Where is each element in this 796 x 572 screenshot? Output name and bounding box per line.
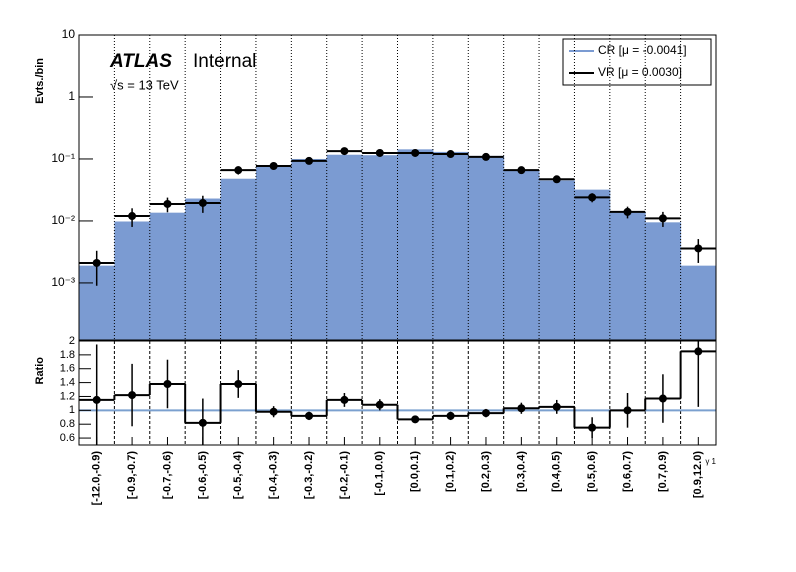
legend-label: CR [μ = -0.0041] — [598, 43, 687, 57]
bar — [680, 265, 716, 340]
point — [623, 207, 632, 216]
status-label: Internal — [193, 51, 256, 72]
y-tick-label: 1.4 — [60, 377, 75, 389]
x-tick-label: [0.6,0.7) — [621, 451, 633, 492]
bar — [574, 189, 611, 340]
point — [198, 198, 207, 207]
point — [163, 379, 172, 388]
bar — [432, 151, 469, 340]
point — [198, 418, 207, 427]
point — [92, 395, 101, 404]
point — [552, 402, 561, 411]
frame — [78, 340, 717, 446]
bar — [149, 212, 186, 340]
x-tick-label: [-0.7,-0.6) — [161, 451, 173, 500]
x-tick-label: [-0.2,-0.1) — [338, 451, 350, 500]
point — [658, 394, 667, 403]
x-tick-label: [-0.9,-0.7) — [126, 451, 138, 500]
x-axis-label: γ 1 — [705, 457, 716, 466]
legend-box — [562, 38, 712, 86]
x-tick-label: [0.7,0.9) — [657, 451, 669, 492]
x-tick-label: [0.4,0.5) — [551, 451, 563, 492]
bar — [185, 198, 222, 340]
point — [411, 415, 420, 424]
y-axis-label: Evts./bin — [34, 58, 46, 104]
y-axis-label: Ratio — [34, 357, 46, 385]
x-tick-label: [-0.6,-0.5) — [197, 451, 209, 500]
point — [305, 156, 314, 165]
legend: CR [μ = -0.0041] VR [μ = 0.0030] — [562, 38, 712, 86]
y-tick-label: 10⁻¹ — [51, 151, 75, 165]
point — [375, 400, 384, 409]
bar — [291, 158, 328, 340]
bar — [362, 155, 398, 340]
x-tick-label: [0.0,0.1) — [409, 451, 421, 492]
plot-area — [79, 341, 716, 445]
bar — [397, 149, 434, 340]
y-tick-label: 10 — [62, 27, 76, 41]
x-tick-label: [-12.0,-0.9) — [91, 451, 103, 506]
x-tick-label: [-0.1,0.0) — [374, 451, 386, 496]
experiment-label: ATLAS — [109, 51, 172, 72]
point — [694, 347, 703, 356]
point — [375, 148, 384, 157]
y-tick-label: 0.6 — [60, 432, 75, 444]
bar — [539, 180, 575, 340]
x-tick-label: [0.1,0.2) — [444, 451, 456, 492]
x-tick-label: [-0.3,-0.2) — [303, 451, 315, 500]
point — [588, 193, 597, 202]
x-tick-label: [0.2,0.3) — [480, 451, 492, 492]
point — [517, 166, 526, 175]
bar — [255, 165, 292, 340]
y-tick-label: 1.2 — [60, 390, 75, 402]
point — [128, 391, 137, 400]
point — [163, 199, 172, 208]
point — [446, 150, 455, 159]
y-tick-label: 1.6 — [60, 363, 75, 375]
bar — [220, 178, 257, 340]
point — [269, 161, 278, 170]
y-tick-label: 1.8 — [60, 349, 75, 361]
point — [340, 395, 349, 404]
point — [305, 411, 314, 420]
point — [234, 166, 243, 175]
y-tick-label: 10⁻³ — [51, 275, 75, 289]
y-tick-label: 2 — [69, 335, 75, 347]
x-tick-label: [0.9,12.0) — [692, 451, 704, 498]
point — [481, 409, 490, 418]
bar — [609, 211, 646, 340]
bar — [503, 170, 540, 340]
point — [658, 214, 667, 223]
point — [128, 212, 137, 221]
y-tick-label: 0.8 — [60, 418, 75, 430]
y-tick-label: 10⁻² — [51, 213, 75, 227]
point — [623, 406, 632, 415]
point — [694, 244, 703, 253]
point — [269, 407, 278, 416]
point — [446, 411, 455, 420]
y-tick-label: 1 — [69, 404, 75, 416]
point — [517, 404, 526, 413]
bar — [645, 222, 682, 340]
point — [552, 175, 561, 184]
plot-area — [79, 35, 716, 340]
x-tick-label: [-0.4,-0.3) — [268, 451, 280, 500]
frame — [78, 34, 717, 341]
point — [340, 147, 349, 156]
legend-label: VR [μ = 0.0030] — [598, 65, 682, 79]
point — [234, 379, 243, 388]
point — [411, 148, 420, 157]
bar — [326, 154, 363, 340]
x-tick-label: [0.3,0.4) — [515, 451, 527, 492]
point — [92, 258, 101, 267]
point — [588, 423, 597, 432]
bar — [468, 155, 505, 340]
x-tick-label: [-0.5,-0.4) — [232, 451, 244, 500]
energy-label: √s = 13 TeV — [110, 77, 179, 92]
x-tick-label: [0.5,0.6) — [586, 451, 598, 492]
point — [481, 152, 490, 161]
bar — [114, 221, 151, 340]
y-tick-label: 1 — [68, 89, 75, 103]
